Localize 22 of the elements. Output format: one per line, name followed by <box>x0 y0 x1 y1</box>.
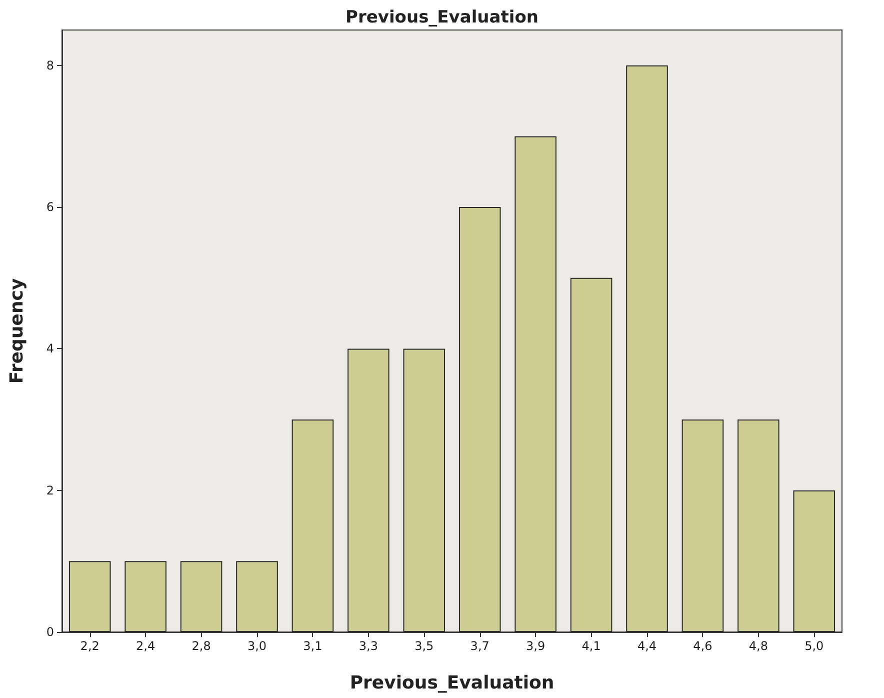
y-tick-label: 2 <box>46 483 54 498</box>
y-tick-label: 8 <box>46 58 54 72</box>
x-tick-label: 2,2 <box>80 639 100 653</box>
x-tick-label: 3,5 <box>414 639 434 653</box>
y-axis-title: Frequency <box>6 278 28 384</box>
x-tick-label: 3,9 <box>526 639 546 653</box>
chart-title: Previous_Evaluation <box>346 8 538 28</box>
x-tick-label: 3,3 <box>358 639 378 653</box>
x-tick-label: 3,7 <box>470 639 490 653</box>
y-tick-label: 4 <box>46 342 54 356</box>
x-tick-label: 4,8 <box>748 639 768 653</box>
x-tick-label: 5,0 <box>804 639 824 653</box>
x-tick-label: 4,4 <box>637 639 657 653</box>
x-tick-label: 2,4 <box>136 639 156 653</box>
x-tick-label: 2,8 <box>192 639 211 653</box>
x-tick-label: 4,1 <box>582 639 601 653</box>
x-axis-title: Previous_Evaluation <box>350 672 554 694</box>
x-tick-label: 3,0 <box>247 639 267 653</box>
y-tick-label: 6 <box>46 200 54 214</box>
x-tick-label: 4,6 <box>693 639 712 653</box>
x-tick-label: 3,1 <box>303 639 322 653</box>
y-tick-label: 0 <box>46 625 54 639</box>
